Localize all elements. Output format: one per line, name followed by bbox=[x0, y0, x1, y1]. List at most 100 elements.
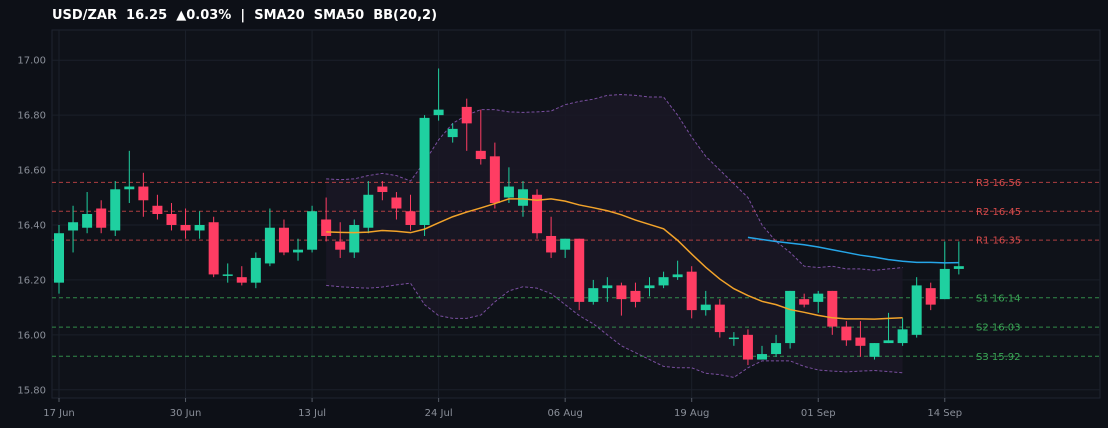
candle-body bbox=[785, 290, 796, 344]
resist-level-label: R1 16.35 bbox=[976, 236, 1021, 247]
pair-label: USD/ZAR bbox=[52, 8, 117, 23]
chart-header: USD/ZAR 16.25 ▲0.03% | SMA20 SMA50 BB(20… bbox=[52, 8, 437, 23]
candle bbox=[377, 181, 388, 201]
candle-body bbox=[180, 224, 191, 231]
candle bbox=[560, 238, 571, 258]
x-axis: 17 Jun 30 Jun 13 Jul 24 Jul 06 Aug 19 Aug 01 S… bbox=[43, 398, 962, 419]
candle bbox=[658, 271, 669, 289]
resist-level-label: R3 16.56 bbox=[976, 178, 1021, 189]
candle bbox=[335, 222, 346, 258]
candle-body bbox=[447, 128, 458, 138]
candle-body bbox=[700, 304, 711, 311]
candle-body bbox=[475, 150, 486, 160]
candle-body bbox=[503, 186, 514, 198]
candle bbox=[630, 282, 641, 308]
candle-body bbox=[96, 208, 107, 228]
candle-body bbox=[293, 249, 304, 253]
candle-body bbox=[813, 293, 824, 302]
candle-body bbox=[222, 274, 233, 276]
candle-body bbox=[602, 285, 613, 289]
candle bbox=[503, 167, 514, 204]
candle bbox=[813, 290, 824, 313]
candle-body bbox=[54, 233, 64, 283]
candle bbox=[363, 181, 374, 234]
sma20-line bbox=[326, 198, 903, 320]
indicator-sma20: SMA20 bbox=[254, 8, 305, 23]
candle-body bbox=[574, 238, 585, 302]
candle-body bbox=[911, 285, 922, 335]
x-tick-label: 06 Aug bbox=[547, 408, 582, 419]
candle bbox=[602, 277, 613, 302]
candle-body bbox=[560, 238, 571, 250]
candle bbox=[419, 115, 430, 236]
candle bbox=[827, 290, 838, 335]
price-value: 16.25 bbox=[126, 8, 168, 23]
candle bbox=[110, 181, 121, 236]
candle-body bbox=[883, 340, 894, 344]
candle-body bbox=[264, 227, 275, 264]
x-tick-label: 17 Jun bbox=[43, 408, 75, 419]
candle-body bbox=[363, 194, 374, 228]
candle bbox=[208, 216, 219, 278]
support-resistance-levels: R3 16.56 R2 16.45 R1 16.35 S1 16.14 S2 16.03… bbox=[52, 178, 1100, 363]
indicator-sma50: SMA50 bbox=[313, 8, 365, 23]
candle-body bbox=[686, 271, 697, 311]
candle bbox=[616, 282, 627, 316]
candle bbox=[68, 205, 79, 253]
y-tick-label: 17.00 bbox=[17, 56, 46, 67]
indicator-bb: BB(20,2) bbox=[373, 8, 438, 23]
candle-body bbox=[771, 343, 782, 355]
x-tick-label: 13 Jul bbox=[298, 408, 326, 419]
candle-body bbox=[588, 288, 599, 302]
y-tick-label: 16.20 bbox=[17, 275, 46, 286]
candle bbox=[278, 219, 289, 256]
candle bbox=[546, 216, 557, 258]
candle bbox=[461, 98, 472, 151]
candle bbox=[757, 345, 767, 360]
candle-body bbox=[616, 285, 627, 300]
candle bbox=[236, 266, 247, 286]
candle bbox=[96, 200, 107, 234]
candle bbox=[925, 282, 936, 311]
candle bbox=[714, 299, 725, 338]
y-axis: 17.00 16.80 16.60 16.40 16.20 16.00 15.80 bbox=[17, 56, 46, 397]
y-tick-label: 15.80 bbox=[17, 385, 46, 396]
candle-body bbox=[644, 285, 655, 289]
header-separator: | bbox=[240, 8, 246, 23]
x-tick-label: 19 Aug bbox=[674, 408, 709, 419]
candle bbox=[897, 318, 908, 346]
candle bbox=[785, 290, 796, 349]
candle bbox=[855, 321, 866, 357]
candle-body bbox=[939, 268, 950, 300]
candle bbox=[953, 241, 964, 275]
candle bbox=[138, 172, 149, 217]
candle-body bbox=[855, 337, 866, 346]
candle-body bbox=[658, 277, 669, 286]
candle bbox=[307, 205, 318, 253]
candle-body bbox=[517, 189, 528, 206]
candle-body bbox=[349, 224, 360, 253]
candle bbox=[532, 189, 543, 239]
x-tick-label: 01 Sep bbox=[801, 408, 836, 419]
candle-body bbox=[166, 214, 177, 225]
candle-body bbox=[841, 326, 852, 341]
bb-lower-line bbox=[326, 282, 903, 378]
candle-body bbox=[208, 222, 219, 275]
support-level-label: S3 15.92 bbox=[976, 352, 1021, 363]
candle bbox=[222, 263, 233, 283]
candle bbox=[250, 252, 261, 289]
candle-body bbox=[728, 337, 739, 340]
candle bbox=[742, 329, 753, 366]
candle-body bbox=[672, 274, 683, 278]
support-level-label: S1 16.14 bbox=[976, 293, 1021, 304]
x-tick-label: 14 Sep bbox=[927, 408, 962, 419]
candle-body bbox=[278, 227, 289, 253]
x-tick-label: 30 Jun bbox=[170, 408, 202, 419]
candle bbox=[841, 321, 852, 346]
candle-body bbox=[461, 106, 472, 124]
candle bbox=[672, 260, 683, 280]
candle bbox=[489, 142, 500, 209]
candle bbox=[588, 279, 599, 305]
candle bbox=[152, 194, 163, 220]
